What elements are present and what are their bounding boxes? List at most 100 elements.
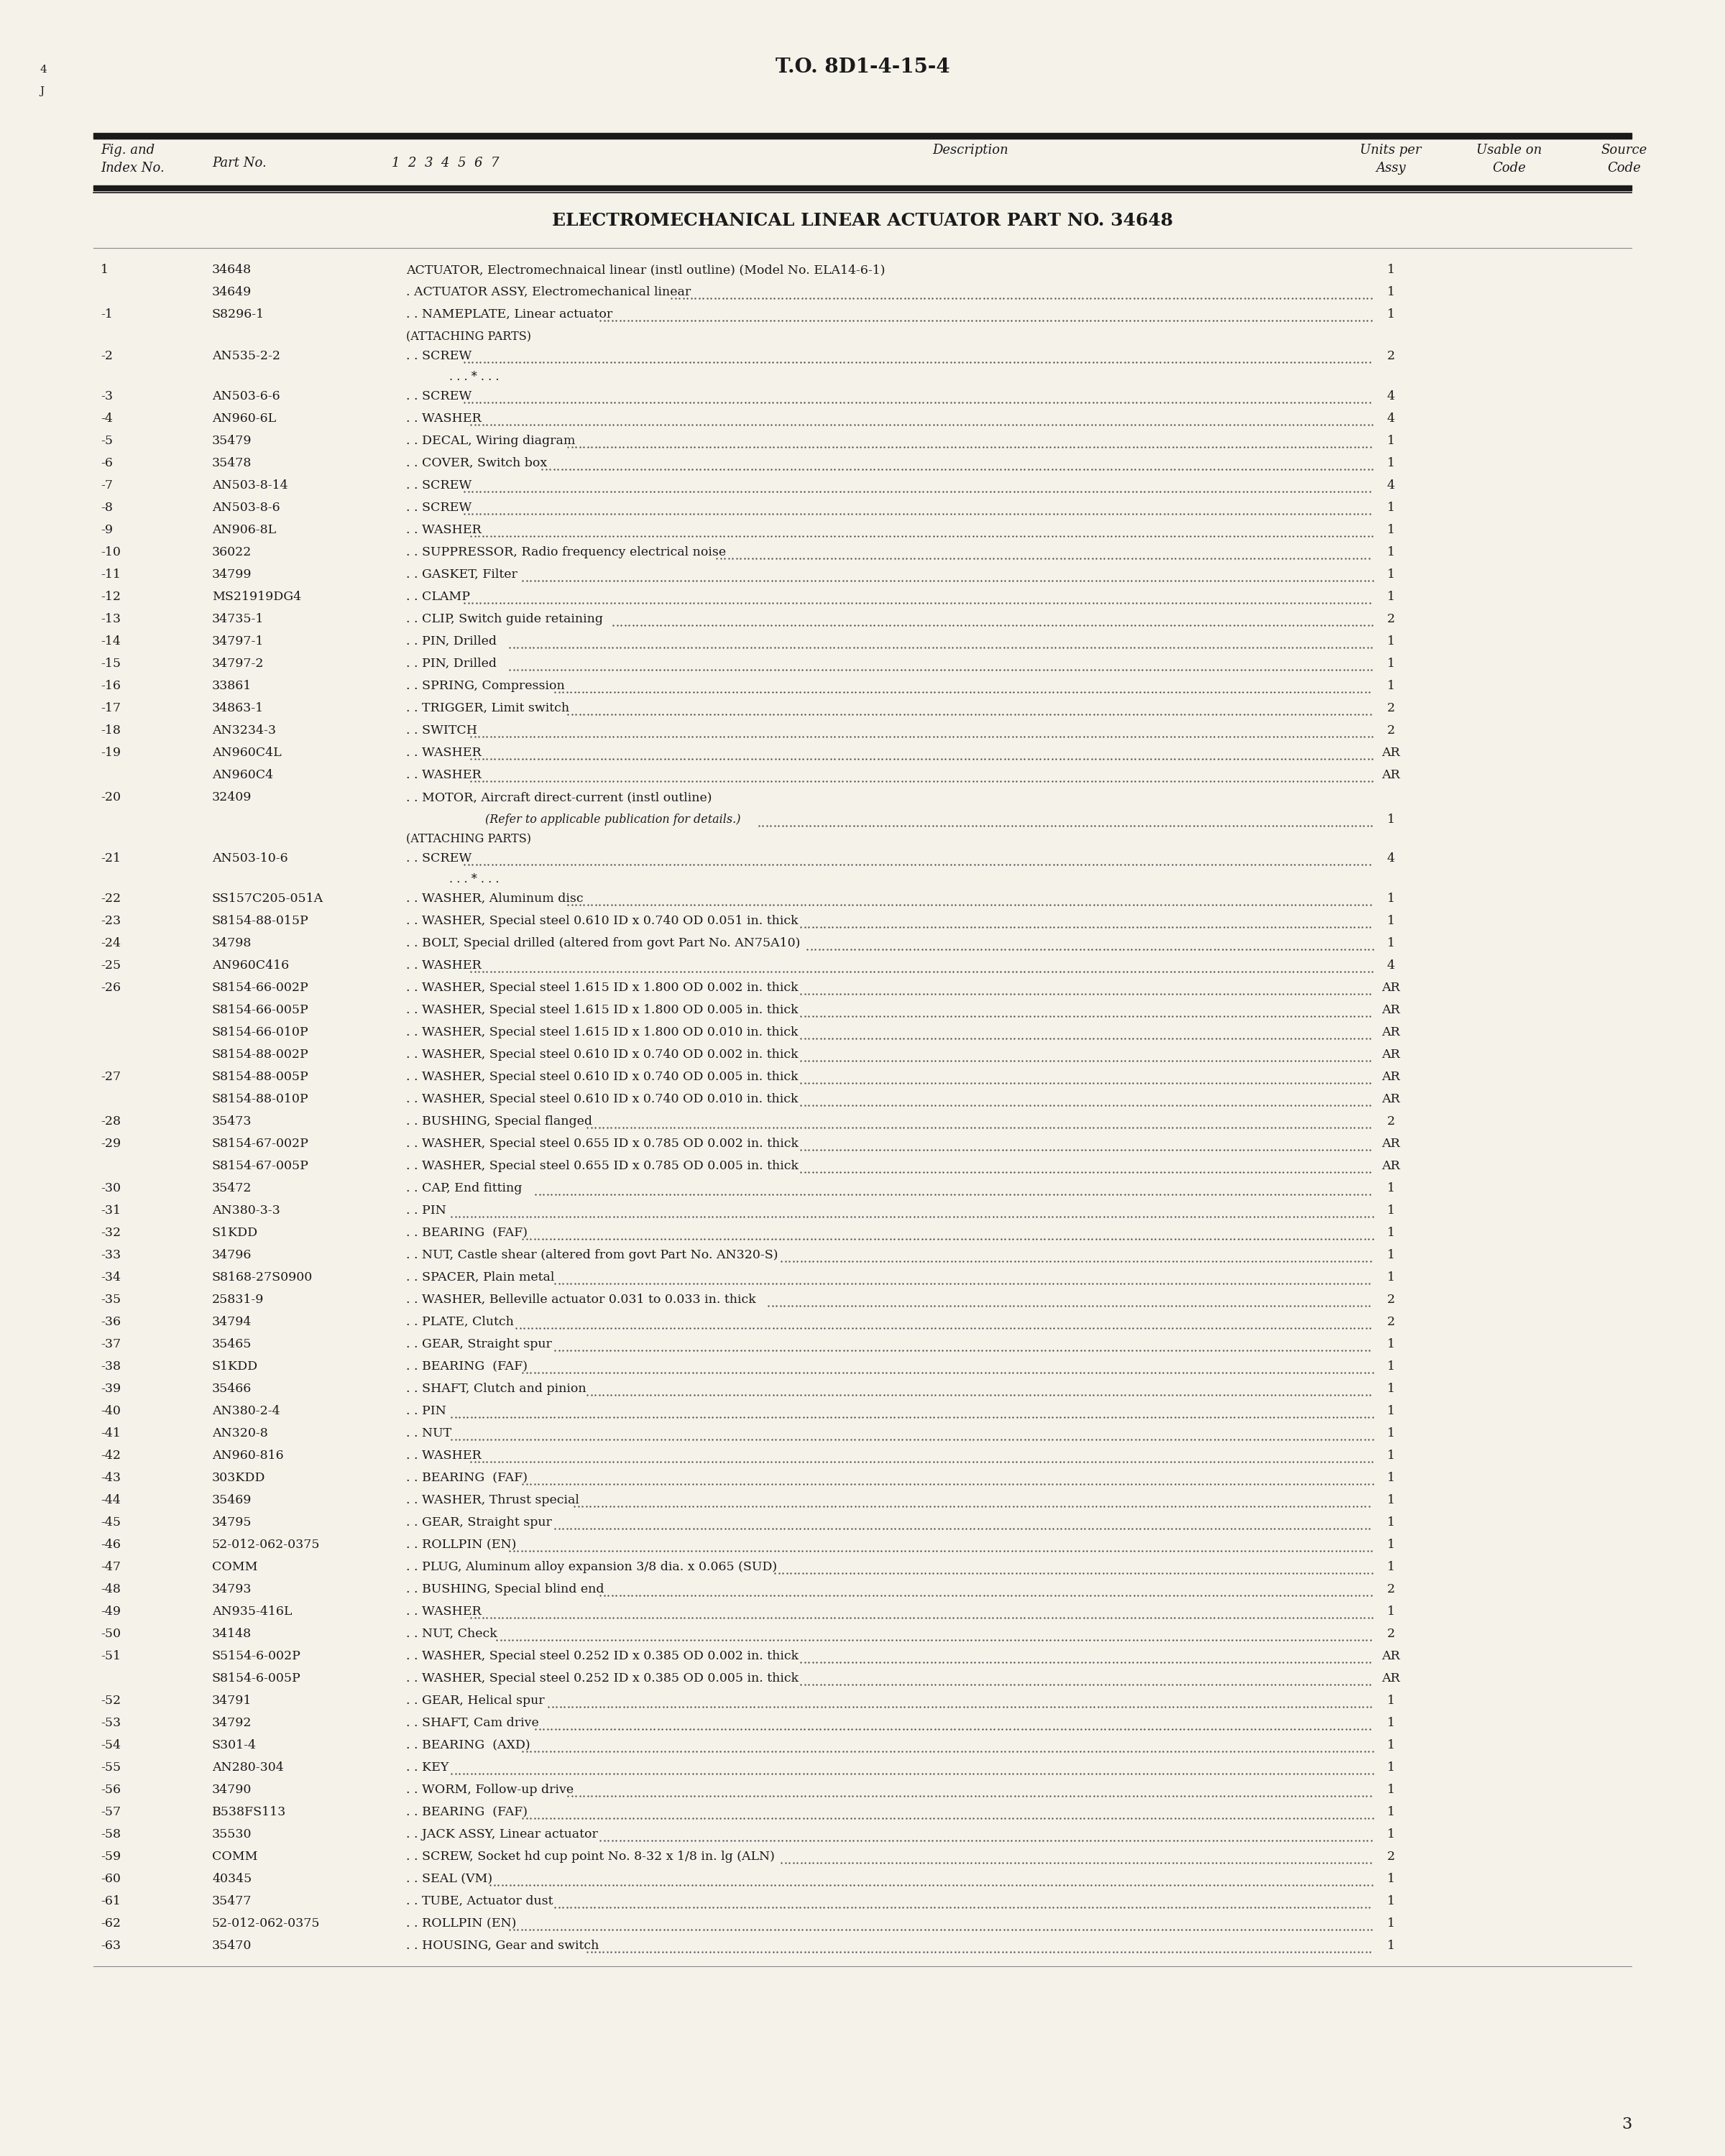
Text: . . HOUSING, Gear and switch: . . HOUSING, Gear and switch — [405, 1940, 599, 1951]
Text: SS157C205-051A: SS157C205-051A — [212, 893, 324, 906]
Text: (ATTACHING PARTS): (ATTACHING PARTS) — [405, 330, 531, 343]
Text: -61: -61 — [100, 1895, 121, 1908]
Text: S5154-6-002P: S5154-6-002P — [212, 1649, 302, 1662]
Text: AN960C416: AN960C416 — [212, 959, 290, 972]
Text: -23: -23 — [100, 914, 121, 927]
Text: AN960-816: AN960-816 — [212, 1449, 283, 1462]
Text: -56: -56 — [100, 1783, 121, 1796]
Text: Code: Code — [1492, 162, 1527, 175]
Text: 2: 2 — [1387, 1315, 1396, 1328]
Text: -1: -1 — [100, 308, 112, 321]
Text: AR: AR — [1382, 1138, 1401, 1149]
Text: AR: AR — [1382, 1072, 1401, 1082]
Text: Description: Description — [932, 144, 1009, 157]
Text: S8154-88-010P: S8154-88-010P — [212, 1093, 309, 1106]
Text: 2: 2 — [1387, 1115, 1396, 1128]
Text: . . TUBE, Actuator dust: . . TUBE, Actuator dust — [405, 1895, 554, 1908]
Text: 1: 1 — [100, 263, 109, 276]
Text: 34797-1: 34797-1 — [212, 636, 264, 647]
Text: -9: -9 — [100, 524, 112, 537]
Text: S8154-88-005P: S8154-88-005P — [212, 1072, 309, 1082]
Text: . . SPRING, Compression: . . SPRING, Compression — [405, 679, 564, 692]
Text: 34798: 34798 — [212, 938, 252, 949]
Text: Fig. and: Fig. and — [100, 144, 155, 157]
Text: 2: 2 — [1387, 349, 1396, 362]
Text: 34797-2: 34797-2 — [212, 658, 264, 671]
Text: 35477: 35477 — [212, 1895, 252, 1908]
Text: 4: 4 — [1387, 959, 1396, 972]
Text: . . SCREW, Socket hd cup point No. 8-32 x 1/8 in. lg (ALN): . . SCREW, Socket hd cup point No. 8-32 … — [405, 1850, 775, 1863]
Text: 1: 1 — [1387, 1716, 1396, 1729]
Text: . . NUT: . . NUT — [405, 1427, 452, 1440]
Text: -6: -6 — [100, 457, 112, 470]
Text: . . GASKET, Filter: . . GASKET, Filter — [405, 569, 518, 580]
Text: S8296-1: S8296-1 — [212, 308, 264, 321]
Text: B538FS113: B538FS113 — [212, 1807, 286, 1818]
Text: . . WASHER, Thrust special: . . WASHER, Thrust special — [405, 1494, 580, 1507]
Text: . . WASHER, Belleville actuator 0.031 to 0.033 in. thick: . . WASHER, Belleville actuator 0.031 to… — [405, 1294, 756, 1307]
Text: . . GEAR, Helical spur: . . GEAR, Helical spur — [405, 1695, 545, 1708]
Text: Assy: Assy — [1377, 162, 1406, 175]
Text: -41: -41 — [100, 1427, 121, 1440]
Text: 1: 1 — [1387, 1516, 1396, 1529]
Text: 34795: 34795 — [212, 1516, 252, 1529]
Text: 34792: 34792 — [212, 1716, 252, 1729]
Text: J: J — [40, 86, 43, 97]
Text: -38: -38 — [100, 1360, 121, 1373]
Text: -22: -22 — [100, 893, 121, 906]
Text: 40345: 40345 — [212, 1874, 252, 1884]
Text: (Refer to applicable publication for details.): (Refer to applicable publication for det… — [485, 813, 740, 826]
Text: . . WASHER: . . WASHER — [405, 1606, 481, 1617]
Text: 34790: 34790 — [212, 1783, 252, 1796]
Text: 1: 1 — [1387, 1874, 1396, 1884]
Text: 2: 2 — [1387, 1294, 1396, 1307]
Text: . . WASHER: . . WASHER — [405, 770, 481, 780]
Text: ELECTROMECHANICAL LINEAR ACTUATOR PART NO. 34648: ELECTROMECHANICAL LINEAR ACTUATOR PART N… — [552, 211, 1173, 229]
Text: Index No.: Index No. — [100, 162, 164, 175]
Text: -47: -47 — [100, 1561, 121, 1574]
Text: . . SCREW: . . SCREW — [405, 852, 471, 865]
Text: . . WASHER, Special steel 1.615 ID x 1.800 OD 0.010 in. thick: . . WASHER, Special steel 1.615 ID x 1.8… — [405, 1026, 799, 1039]
Text: -3: -3 — [100, 390, 112, 403]
Text: 1: 1 — [1387, 1940, 1396, 1951]
Text: 2: 2 — [1387, 1850, 1396, 1863]
Text: AN503-8-6: AN503-8-6 — [212, 502, 279, 513]
Text: 1: 1 — [1387, 1382, 1396, 1395]
Text: . . PLATE, Clutch: . . PLATE, Clutch — [405, 1315, 514, 1328]
Text: AN280-304: AN280-304 — [212, 1761, 283, 1774]
Text: (ATTACHING PARTS): (ATTACHING PARTS) — [405, 832, 531, 845]
Text: -5: -5 — [100, 436, 112, 446]
Text: . . SCREW: . . SCREW — [405, 502, 471, 513]
Text: -28: -28 — [100, 1115, 121, 1128]
Text: . . MOTOR, Aircraft direct-current (instl outline): . . MOTOR, Aircraft direct-current (inst… — [405, 791, 712, 804]
Text: -51: -51 — [100, 1649, 121, 1662]
Text: 35465: 35465 — [212, 1339, 252, 1350]
Text: AR: AR — [1382, 1005, 1401, 1015]
Text: -58: -58 — [100, 1828, 121, 1841]
Text: . . BEARING  (AXD): . . BEARING (AXD) — [405, 1740, 530, 1751]
Text: 33861: 33861 — [212, 679, 252, 692]
Text: 2: 2 — [1387, 612, 1396, 625]
Text: S8154-88-015P: S8154-88-015P — [212, 914, 309, 927]
Text: 35472: 35472 — [212, 1181, 252, 1194]
Text: 1: 1 — [1387, 914, 1396, 927]
Text: . . WASHER, Special steel 1.615 ID x 1.800 OD 0.005 in. thick: . . WASHER, Special steel 1.615 ID x 1.8… — [405, 1005, 799, 1015]
Text: . . PIN, Drilled: . . PIN, Drilled — [405, 636, 497, 647]
Text: . . WASHER, Special steel 0.610 ID x 0.740 OD 0.051 in. thick: . . WASHER, Special steel 0.610 ID x 0.7… — [405, 914, 799, 927]
Text: . . . * . . .: . . . * . . . — [448, 371, 499, 384]
Text: AR: AR — [1382, 1649, 1401, 1662]
Text: -46: -46 — [100, 1539, 121, 1550]
Text: 1: 1 — [1387, 1828, 1396, 1841]
Text: 4: 4 — [1387, 390, 1396, 403]
Text: 2: 2 — [1387, 1583, 1396, 1595]
Text: . . CLIP, Switch guide retaining: . . CLIP, Switch guide retaining — [405, 612, 604, 625]
Text: 35473: 35473 — [212, 1115, 252, 1128]
Text: . . ROLLPIN (EN): . . ROLLPIN (EN) — [405, 1917, 516, 1930]
Text: -25: -25 — [100, 959, 121, 972]
Text: -50: -50 — [100, 1628, 121, 1641]
Text: -27: -27 — [100, 1072, 121, 1082]
Text: 32409: 32409 — [212, 791, 252, 804]
Text: -21: -21 — [100, 852, 121, 865]
Text: -62: -62 — [100, 1917, 121, 1930]
Text: -30: -30 — [100, 1181, 121, 1194]
